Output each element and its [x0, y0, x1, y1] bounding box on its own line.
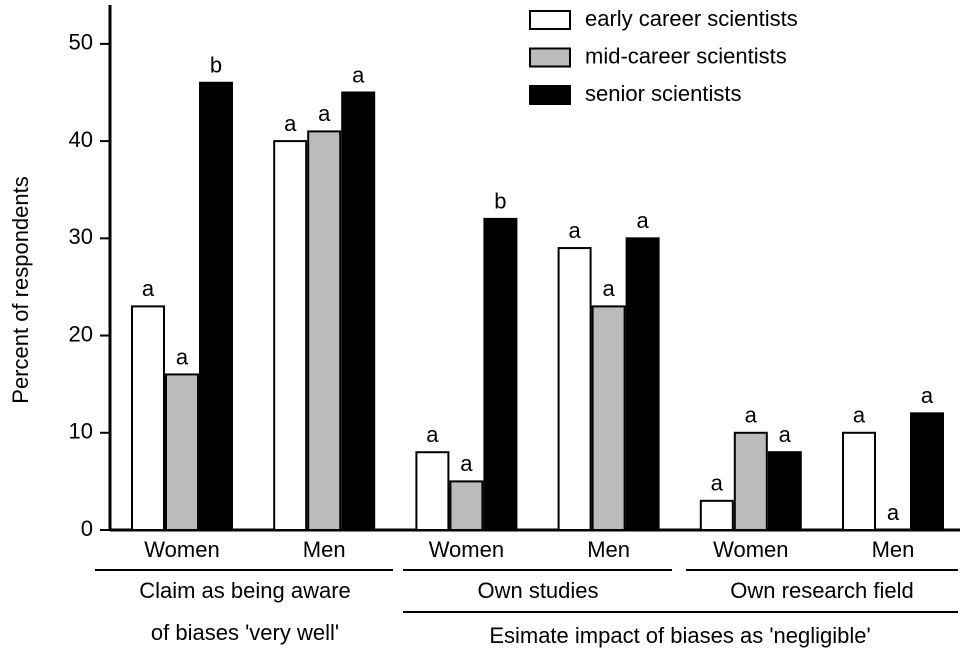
group-label: Own research field	[730, 578, 913, 603]
letter: a	[636, 208, 649, 233]
bar	[341, 91, 376, 531]
bar	[557, 247, 592, 532]
y-tick-label: 40	[69, 127, 93, 152]
bar	[483, 217, 518, 531]
legend-swatch	[529, 47, 571, 68]
legend-label: early career scientists	[585, 6, 798, 31]
outer-label: Esimate impact of biases as 'negligible'	[489, 623, 870, 648]
letter: a	[284, 111, 297, 136]
letter: a	[318, 101, 331, 126]
letter: a	[921, 383, 934, 408]
letter: a	[568, 218, 581, 243]
bar	[767, 451, 802, 532]
legend-swatch	[529, 85, 571, 105]
bar	[591, 305, 626, 531]
bar	[131, 305, 165, 531]
bar	[699, 499, 734, 532]
y-tick-label: 20	[69, 321, 93, 346]
bar	[165, 373, 199, 532]
letter: b	[210, 53, 222, 78]
group-label: Own studies	[477, 578, 598, 603]
bar	[842, 431, 876, 531]
x-tick-label: Women	[144, 537, 219, 562]
x-tick-label: Men	[587, 537, 630, 562]
legend-swatch	[529, 10, 571, 30]
bar	[733, 431, 768, 531]
y-tick-label: 10	[69, 419, 93, 444]
bar	[449, 480, 484, 531]
letter: a	[602, 276, 615, 301]
group-label: Claim as being aware	[139, 578, 351, 603]
letter: a	[887, 500, 900, 525]
y-tick-label: 50	[69, 30, 93, 55]
bar	[199, 81, 233, 532]
letter: a	[426, 422, 439, 447]
letter: a	[142, 276, 155, 301]
bar	[307, 130, 342, 531]
bar	[273, 140, 308, 531]
group-label: of biases 'very well'	[151, 620, 339, 645]
letter: a	[779, 422, 792, 447]
x-tick-label: Men	[303, 537, 346, 562]
letter: a	[460, 451, 473, 476]
x-tick-label: Women	[429, 537, 504, 562]
x-tick-label: Men	[872, 537, 915, 562]
letter: b	[494, 189, 506, 214]
y-tick-label: 30	[69, 224, 93, 249]
letter: a	[853, 403, 866, 428]
y-axis-label: Percent of respondents	[8, 176, 33, 403]
letter: a	[352, 62, 365, 87]
letter: a	[745, 403, 758, 428]
y-tick-label: 0	[81, 516, 93, 541]
letter: a	[176, 344, 189, 369]
letter: a	[711, 471, 724, 496]
bar	[625, 237, 660, 531]
legend-label: mid-career scientists	[585, 43, 787, 68]
legend-label: senior scientists	[585, 81, 742, 106]
bar	[415, 451, 450, 532]
x-tick-label: Women	[713, 537, 788, 562]
bar	[910, 412, 944, 532]
